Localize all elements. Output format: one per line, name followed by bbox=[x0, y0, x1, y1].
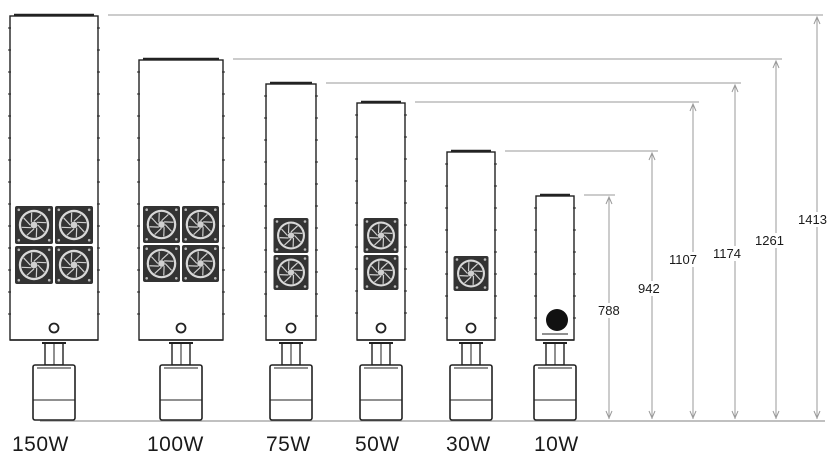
arrowhead-up bbox=[772, 59, 780, 69]
fan-icon bbox=[182, 206, 219, 243]
height-label-10w: 788 bbox=[597, 303, 621, 318]
fan-icon bbox=[143, 206, 180, 243]
arrowhead-down bbox=[689, 410, 697, 420]
fan-icon bbox=[15, 206, 53, 244]
height-label-50w: 1107 bbox=[668, 252, 698, 267]
height-label-150w: 1413 bbox=[797, 212, 828, 227]
knob-icon bbox=[375, 322, 387, 334]
lamp-base bbox=[32, 364, 76, 421]
model-label-75w: 75W bbox=[266, 433, 311, 456]
lamp-housing bbox=[9, 15, 99, 341]
lamp-base bbox=[449, 364, 493, 421]
arrowhead-down bbox=[605, 410, 613, 420]
arrowhead-up bbox=[813, 15, 821, 25]
arrowhead-down bbox=[731, 410, 739, 420]
lamp-unit-50w bbox=[355, 100, 407, 421]
arrowhead-up bbox=[605, 195, 613, 205]
fan-icon bbox=[55, 246, 93, 284]
arrowhead-down bbox=[772, 410, 780, 420]
fan-icon bbox=[55, 206, 93, 244]
knob-icon bbox=[48, 322, 60, 334]
model-label-50w: 50W bbox=[355, 433, 400, 456]
fan-icon bbox=[363, 255, 399, 290]
lamp-housing bbox=[138, 59, 224, 341]
height-label-75w: 1174 bbox=[712, 246, 742, 261]
lamp-base bbox=[359, 364, 403, 421]
fan-icon bbox=[363, 218, 399, 253]
lamp-base bbox=[533, 364, 577, 421]
arrowhead-down bbox=[648, 410, 656, 420]
lamp-unit-30w bbox=[445, 149, 497, 421]
height-label-30w: 942 bbox=[637, 281, 661, 296]
knob-icon bbox=[175, 322, 187, 334]
knob-icon bbox=[285, 322, 297, 334]
port-icon bbox=[546, 309, 568, 331]
model-label-30w: 30W bbox=[446, 433, 491, 456]
arrowhead-up bbox=[689, 102, 697, 112]
lamp-housing bbox=[265, 83, 317, 341]
lamp-units bbox=[8, 13, 577, 421]
height-label-100w: 1261 bbox=[754, 233, 785, 248]
lamp-unit-100w bbox=[137, 57, 225, 421]
fan-icon bbox=[273, 255, 309, 290]
fan-icon bbox=[182, 245, 219, 282]
lamp-unit-10w bbox=[533, 193, 577, 421]
fan-icon bbox=[453, 256, 489, 291]
fan-icon bbox=[143, 245, 180, 282]
arrowhead-up bbox=[648, 151, 656, 161]
fan-icon bbox=[273, 218, 309, 253]
fan-icon bbox=[15, 246, 53, 284]
lamp-base bbox=[269, 364, 313, 421]
lamp-unit-150w bbox=[8, 13, 100, 421]
knob-icon bbox=[465, 322, 477, 334]
arrowhead-down bbox=[813, 410, 821, 420]
model-label-100w: 100W bbox=[147, 433, 204, 456]
lamp-unit-75w bbox=[264, 81, 318, 421]
arrowhead-up bbox=[731, 83, 739, 93]
dimension-lines bbox=[40, 14, 825, 422]
model-label-10w: 10W bbox=[534, 433, 579, 456]
lamp-base bbox=[159, 364, 203, 421]
model-label-150w: 150W bbox=[12, 433, 69, 456]
lamp-housing bbox=[446, 151, 496, 341]
